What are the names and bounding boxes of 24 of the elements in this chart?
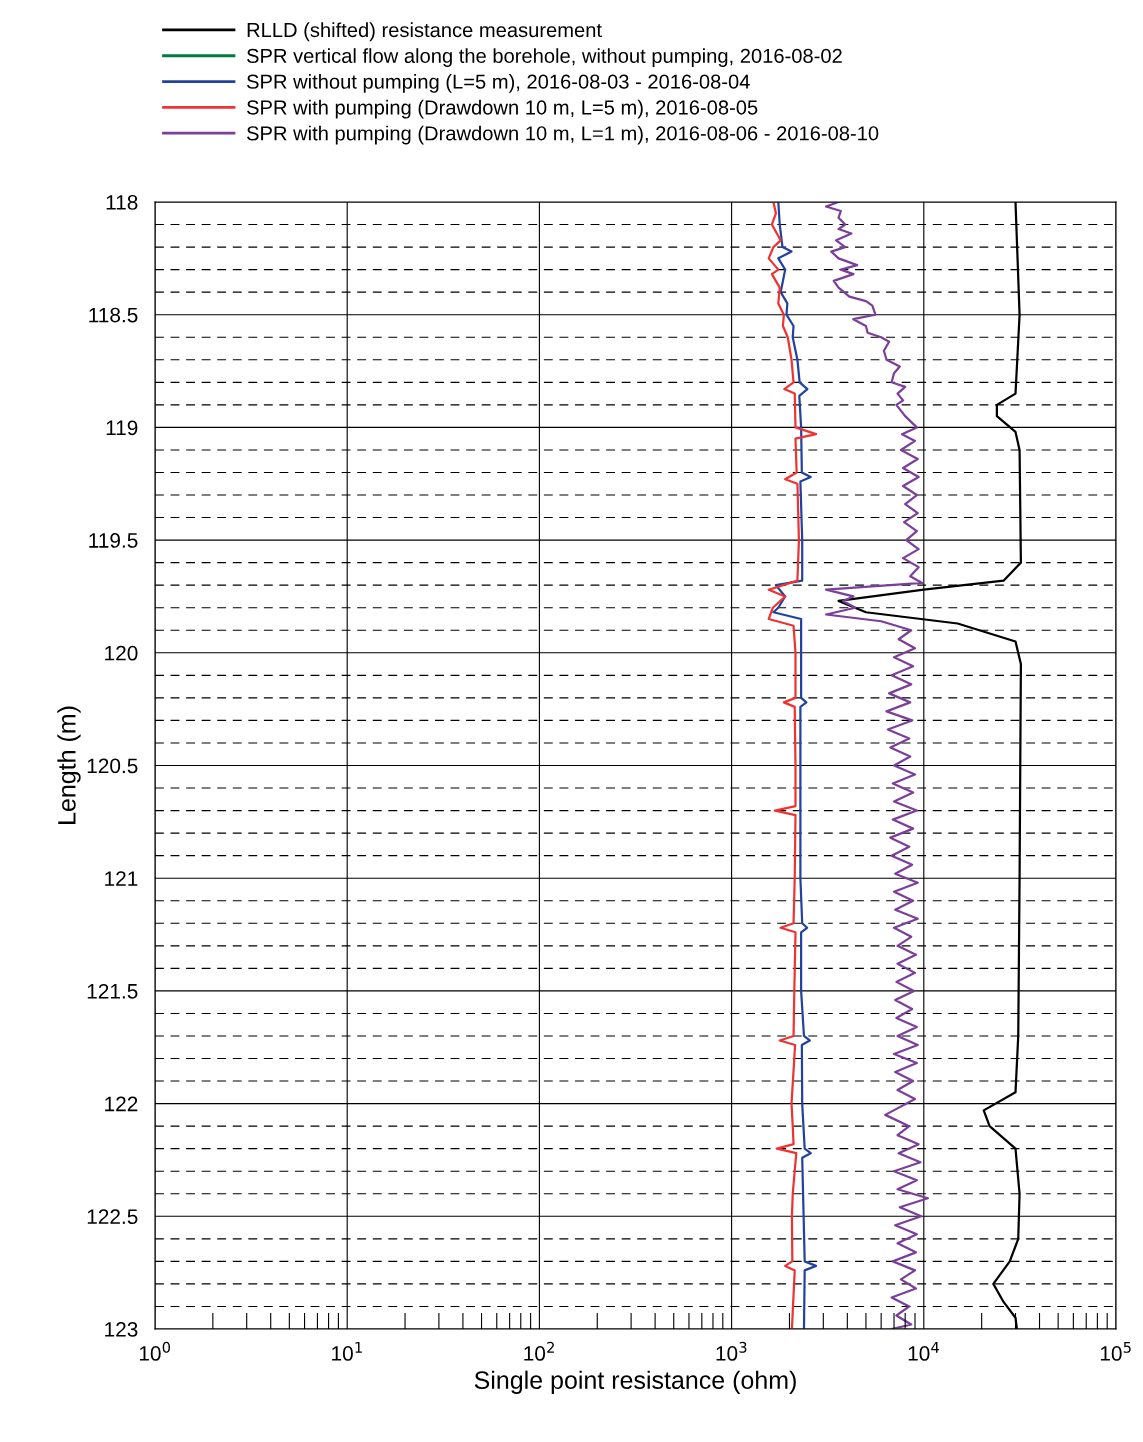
y-tick-label: 123	[105, 1322, 138, 1337]
x-tick-label: 10$^{0}$	[139, 1341, 171, 1361]
y-axis-title: Length (m)	[57, 706, 81, 824]
legend-label: SPR with pumping (Drawdown 10 m, L=5 m), 2016-08-05	[247, 99, 758, 119]
y-tick-label: 118.5	[89, 307, 138, 323]
x-tick-label: 10$^{4}$	[908, 1342, 939, 1361]
y-tick-label: 122	[105, 1096, 138, 1112]
legend-label: SPR with pumping (Drawdown 10 m, L=1 m), 2016-08-06 - 2016-08-10	[247, 125, 879, 145]
x-tick-label: 10$^{5}$	[1100, 1342, 1131, 1361]
x-tick-label: 10$^{2}$	[524, 1341, 554, 1361]
y-tick-label: 121.5	[87, 983, 138, 999]
y-tick-label: 119	[106, 420, 138, 436]
y-tick-label: 121	[105, 871, 138, 886]
y-tick-label: 122.5	[87, 1209, 138, 1225]
x-tick-label: 10$^{1}$	[332, 1342, 362, 1361]
y-tick-label: 120	[105, 645, 138, 661]
y-tick-label: 119.5	[89, 533, 138, 548]
x-axis-title: Single point resistance (ohm)	[474, 1370, 796, 1394]
legend-label: SPR without pumping (L=5 m), 2016-08-03 - 2016-08-04	[247, 74, 750, 93]
legend-label: RLLD (shifted) resistance measurement	[247, 22, 602, 42]
y-tick-label: 118	[106, 195, 138, 210]
x-tick-label: 10$^{3}$	[716, 1341, 747, 1361]
legend-label: SPR vertical flow along the borehole, without pumping, 2016-08-02	[247, 48, 842, 67]
y-tick-label: 120.5	[87, 758, 138, 774]
